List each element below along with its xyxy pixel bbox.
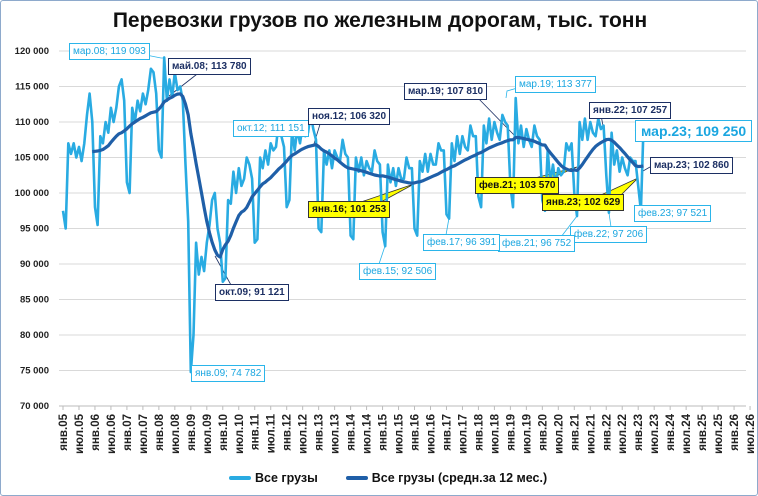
x-tick-label: янв.06: [90, 414, 102, 451]
x-tick-label: янв.13: [314, 414, 326, 451]
x-tick-label: июл.21: [585, 413, 597, 454]
annotation-label: фев.21; 103 570: [475, 177, 560, 194]
annotation-label: мар.23; 102 860: [650, 157, 734, 174]
x-tick-label: июл.13: [330, 414, 342, 454]
x-tick-label: янв.17: [441, 414, 453, 451]
x-tick-label: июл.26: [745, 414, 757, 454]
legend-label: Все грузы: [255, 471, 318, 485]
leader-line: [608, 212, 612, 228]
annotation-label: фев.22; 97 206: [570, 226, 648, 243]
legend-swatch: [229, 476, 251, 480]
x-tick-label: янв.22: [601, 414, 613, 451]
y-tick-label: 110 000: [15, 117, 49, 128]
y-tick-label: 75 000: [20, 366, 49, 377]
x-tick-label: янв.08: [154, 413, 166, 450]
annotation-label: ноя.12; 106 320: [308, 108, 391, 125]
x-tick-label: янв.26: [729, 414, 741, 451]
annotation-label: фев.23; 97 521: [634, 205, 712, 222]
x-tick-label: янв.05: [58, 413, 70, 450]
x-tick-label: янв.07: [122, 414, 134, 451]
y-tick-label: 85 000: [20, 295, 49, 306]
chart-title: Перевозки грузов по железным дорогам, ты…: [112, 9, 648, 32]
x-tick-label: июл.14: [362, 413, 374, 454]
x-tick-label: янв.09: [186, 414, 198, 451]
x-tick-label: июл.15: [394, 413, 406, 454]
x-tick-label: июл.20: [553, 414, 565, 454]
x-tick-label: янв.18: [473, 413, 485, 450]
x-tick-label: июл.18: [489, 413, 501, 454]
series-all-cargo-line: [61, 56, 645, 374]
y-tick-label: 80 000: [20, 330, 49, 341]
x-tick-label: июл.24: [681, 413, 693, 454]
x-tick-label: июл.17: [457, 414, 469, 454]
leader-line: [560, 215, 578, 238]
leader-line: [168, 70, 202, 97]
annotation-label: фев.21; 96 752: [498, 235, 576, 252]
x-tick-label: июл.10: [234, 414, 246, 454]
annotation-label: мар.19; 113 377: [515, 76, 596, 93]
annotation-label: май.08; 113 780: [168, 58, 251, 75]
x-tick-label: июл.05: [74, 413, 86, 454]
x-tick-label: янв.15: [378, 413, 390, 450]
x-tick-label: янв.12: [282, 414, 294, 451]
annotation-label: фев.17; 96 391: [423, 234, 501, 251]
annotation-label: мар.19; 107 810: [404, 83, 488, 100]
legend-item-all-cargo: Все грузы: [229, 471, 318, 485]
x-tick-label: июл.16: [425, 414, 437, 454]
x-tick-label: июл.07: [138, 414, 150, 454]
annotation-label: янв.16; 101 253: [308, 201, 391, 218]
x-tick-label: янв.19: [505, 414, 517, 451]
y-tick-label: 105 000: [15, 153, 49, 164]
x-tick-label: янв.10: [218, 414, 230, 451]
x-tick-label: янв.24: [665, 413, 677, 450]
annotation-label: окт.12; 111 151: [233, 120, 309, 137]
x-tick-label: янв.14: [346, 413, 358, 450]
leader-line: [312, 120, 322, 148]
legend-item-moving-average: Все грузы (средн.за 12 мес.): [345, 471, 548, 485]
y-tick-label: 115 000: [15, 82, 49, 93]
x-tick-label: июл.23: [649, 414, 661, 454]
x-tick-label: июл.08: [170, 413, 182, 454]
legend: Все грузы Все грузы (средн.за 12 мес.): [229, 471, 547, 485]
x-tick-label: янв.16: [410, 414, 422, 451]
annotation-label: янв.22; 107 257: [589, 102, 672, 119]
annotation-label: янв.09; 74 782: [191, 365, 266, 382]
x-tick-label: июл.19: [521, 414, 533, 454]
leader-line: [445, 217, 450, 236]
y-tick-label: 70 000: [20, 401, 49, 412]
leader-line: [642, 166, 651, 172]
y-tick-label: 95 000: [20, 224, 49, 235]
x-tick-label: янв.20: [537, 414, 549, 451]
x-tick-label: янв.11: [250, 413, 262, 450]
series-moving-average-line: [92, 92, 644, 259]
y-tick-label: 100 000: [15, 188, 49, 199]
annotation-label: мар.08; 119 093: [69, 43, 150, 60]
x-tick-label: июл.25: [713, 413, 725, 454]
leader-line: [378, 245, 386, 265]
annotation-label: фев.15; 92 506: [359, 263, 437, 280]
annotation-label: мар.23; 109 250: [635, 120, 753, 142]
y-tick-label: 120 000: [15, 46, 49, 57]
legend-label: Все грузы (средн.за 12 мес.): [371, 471, 548, 485]
x-tick-label: янв.25: [697, 413, 709, 450]
x-tick-label: июл.09: [202, 414, 214, 454]
x-tick-label: янв.23: [633, 414, 645, 451]
x-tick-label: июл.06: [106, 414, 118, 454]
x-tick-label: июл.12: [298, 414, 310, 454]
legend-swatch: [345, 476, 368, 480]
x-tick-label: июл.22: [617, 414, 629, 454]
annotation-label: окт.09; 91 121: [215, 284, 289, 301]
annotation-label: янв.23; 102 629: [542, 194, 625, 211]
x-tick-label: янв.21: [569, 413, 581, 450]
y-tick-label: 90 000: [20, 259, 49, 270]
x-tick-label: июл.11: [266, 413, 278, 453]
leader-line: [475, 95, 517, 138]
